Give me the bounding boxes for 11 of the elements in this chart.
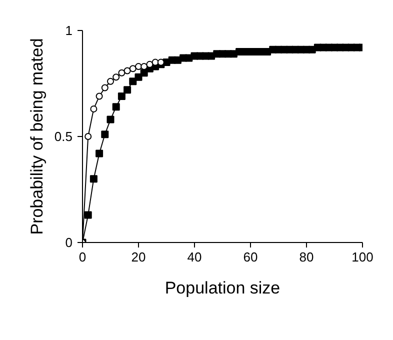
y-tick-label: 0.5	[54, 129, 73, 144]
x-tick-label: 100	[352, 250, 374, 264]
y-tick-label: 0	[65, 235, 73, 250]
x-tick-label: 0	[78, 250, 86, 264]
x-axis-title: Population size	[164, 278, 280, 298]
y-tick-label: 1	[65, 23, 73, 38]
x-tick-label: 20	[131, 250, 146, 264]
y-axis-title: Probability of being mated	[27, 38, 46, 235]
x-tick-label: 40	[187, 250, 202, 264]
x-tick-label: 80	[299, 250, 314, 264]
x-tick-label: 60	[243, 250, 258, 264]
